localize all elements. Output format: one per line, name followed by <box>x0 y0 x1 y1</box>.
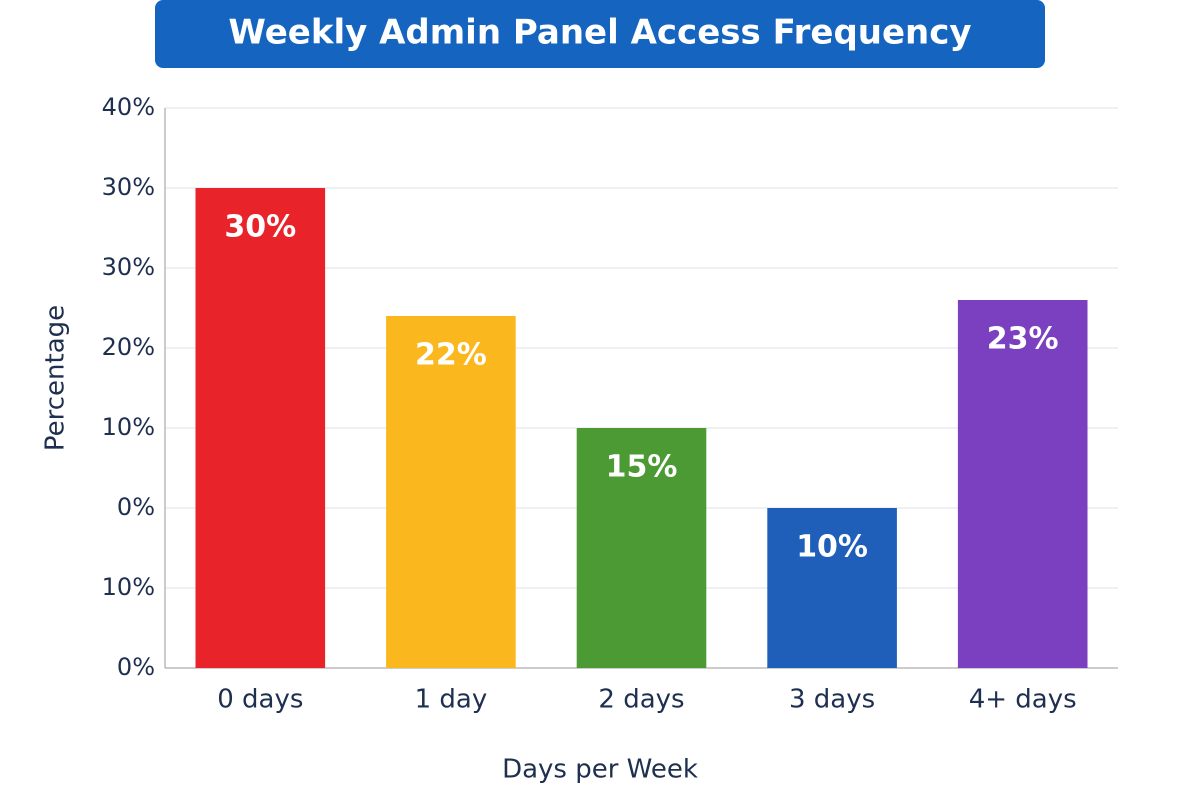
x-axis-label: Days per Week <box>502 755 698 785</box>
data-label: 30% <box>224 210 296 245</box>
y-tick-label: 10% <box>102 573 155 601</box>
data-label: 15% <box>606 450 678 485</box>
y-tick-label: 20% <box>102 333 155 361</box>
bar <box>195 188 326 668</box>
x-tick-label: 0 days <box>217 685 303 715</box>
bar <box>576 428 707 668</box>
y-tick-label: 30% <box>102 253 155 281</box>
y-tick-label: 0% <box>117 653 155 681</box>
bar <box>767 508 897 668</box>
title-box <box>155 0 1045 68</box>
chart-title: Weekly Admin Panel Access Frequency <box>228 13 971 53</box>
x-tick-label: 1 day <box>415 685 488 715</box>
bar <box>957 300 1088 668</box>
data-label: 10% <box>796 530 868 565</box>
bar <box>386 316 516 668</box>
x-tick-label: 3 days <box>789 685 875 715</box>
x-tick-label: 2 days <box>598 685 684 715</box>
x-tick-label: 4+ days <box>969 685 1077 715</box>
y-axis-label: Percentage <box>41 305 71 451</box>
y-tick-label: 0% <box>117 493 155 521</box>
data-label: 23% <box>987 322 1059 357</box>
data-label: 22% <box>415 338 487 373</box>
y-tick-label: 40% <box>102 93 155 121</box>
y-tick-label: 10% <box>102 413 155 441</box>
y-tick-label: 30% <box>102 173 155 201</box>
